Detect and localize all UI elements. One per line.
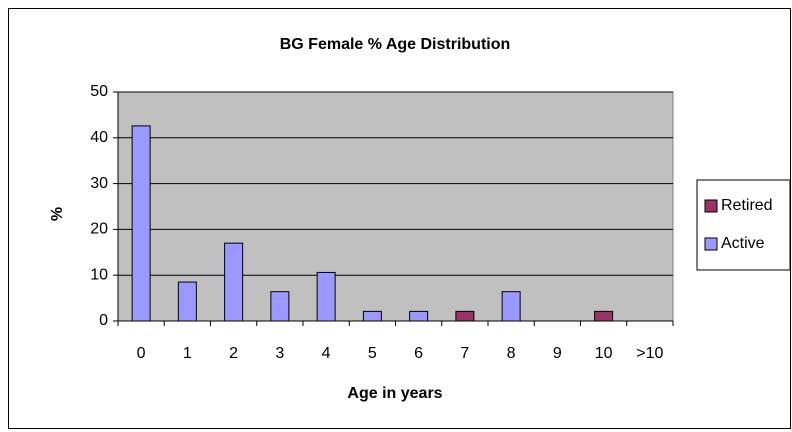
x-tick-label: 9 bbox=[553, 345, 562, 362]
bar bbox=[455, 310, 475, 322]
bar bbox=[131, 125, 151, 322]
bar bbox=[409, 310, 429, 322]
x-tick-label: >10 bbox=[636, 345, 663, 362]
y-tick-label: 40 bbox=[90, 129, 108, 146]
x-tick-label: 7 bbox=[460, 345, 469, 362]
chart-title: BG Female % Age Distribution bbox=[280, 36, 511, 53]
y-tick-label: 0 bbox=[99, 312, 108, 329]
legend-label: Retired bbox=[721, 197, 773, 214]
bar bbox=[270, 291, 290, 322]
y-axis-label: % bbox=[49, 207, 66, 221]
legend-swatch bbox=[704, 237, 718, 251]
x-axis-label: Age in years bbox=[347, 385, 442, 402]
x-tick-label: 8 bbox=[507, 345, 516, 362]
legend-box bbox=[696, 179, 791, 271]
y-tick-label: 20 bbox=[90, 221, 108, 238]
legend-label: Active bbox=[721, 235, 765, 252]
y-tick-label: 10 bbox=[90, 266, 108, 283]
bar bbox=[177, 281, 197, 322]
bar bbox=[501, 291, 521, 322]
bar bbox=[594, 310, 614, 322]
x-tick-label: 1 bbox=[183, 345, 192, 362]
y-tick-label: 30 bbox=[90, 175, 108, 192]
bar bbox=[362, 310, 382, 322]
bar bbox=[224, 242, 244, 322]
x-tick-label: 2 bbox=[229, 345, 238, 362]
y-tick-label: 50 bbox=[90, 83, 108, 100]
plot-area bbox=[117, 91, 674, 322]
x-tick-label: 5 bbox=[368, 345, 377, 362]
bar bbox=[316, 271, 336, 322]
x-tick-label: 4 bbox=[322, 345, 331, 362]
x-tick-label: 3 bbox=[275, 345, 284, 362]
x-tick-label: 0 bbox=[137, 345, 146, 362]
x-tick-label: 10 bbox=[595, 345, 613, 362]
legend-swatch bbox=[704, 199, 718, 213]
x-tick-label: 6 bbox=[414, 345, 423, 362]
